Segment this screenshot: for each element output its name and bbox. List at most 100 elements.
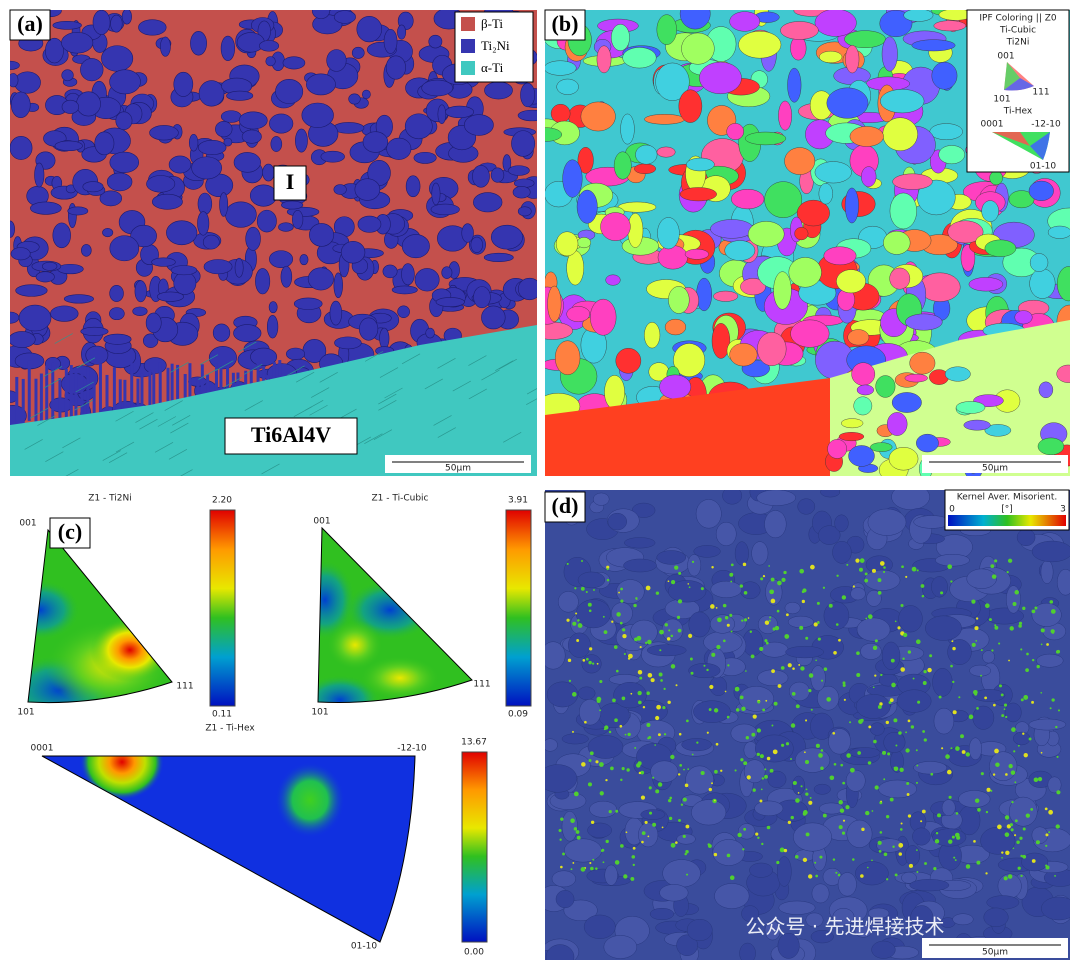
ipf-grain [909, 351, 936, 375]
kam-speckle [1028, 737, 1032, 741]
kam-speckle [892, 845, 895, 849]
kam-grain [818, 525, 841, 545]
kam-grain [958, 790, 991, 808]
kam-speckle [871, 859, 873, 862]
kam-grain [792, 775, 805, 796]
alpha-lath [452, 380, 471, 392]
panel-label: (d) [552, 493, 579, 518]
kam-speckle [879, 561, 885, 566]
kam-speckle [768, 565, 770, 567]
ipf-grain [847, 329, 870, 346]
ti2ni-grain [191, 156, 223, 180]
kam-speckle [1014, 834, 1017, 837]
ipf-grain [731, 189, 765, 210]
ipf-grain [577, 147, 594, 174]
kam-speckle [668, 816, 673, 821]
kam-speckle [599, 762, 604, 767]
kam-speckle [558, 828, 562, 832]
ipf-grain [620, 113, 635, 145]
kam-speckle [1020, 648, 1023, 651]
kam-speckle [1031, 609, 1036, 614]
kam-grain [638, 822, 659, 848]
dendrite-column [158, 362, 162, 423]
kam-speckle [818, 753, 823, 758]
ipf-grain [696, 277, 712, 312]
ti2ni-grain [520, 82, 536, 108]
ti2ni-grain [512, 186, 531, 199]
ti2ni-grain [197, 211, 210, 236]
ti2ni-grain [166, 220, 198, 246]
kam-speckle [798, 663, 801, 666]
kam-speckle [588, 609, 592, 613]
kam-speckle [1022, 827, 1026, 831]
kam-grain [754, 734, 794, 763]
ti2ni-grain [134, 280, 147, 303]
ti2ni-grain [250, 347, 278, 367]
alpha-lath [62, 437, 81, 449]
kam-speckle [945, 754, 950, 759]
pole-corner: 01-10 [351, 942, 377, 952]
kam-speckle [777, 580, 782, 586]
kam-speckle [560, 817, 564, 821]
kam-speckle [797, 792, 800, 794]
kam-speckle [868, 725, 872, 729]
kam-speckle [688, 633, 693, 638]
kam-speckle [626, 768, 630, 772]
kam-grain [662, 859, 701, 888]
pole-zone [360, 656, 440, 700]
kam-speckle [815, 874, 819, 878]
alpha-lath [338, 408, 357, 420]
kam-speckle [965, 864, 971, 869]
kam-speckle [837, 874, 841, 877]
ipf-grain [889, 192, 917, 230]
kam-speckle [922, 730, 926, 733]
kam-speckle [1040, 643, 1043, 646]
kam-speckle [975, 640, 978, 642]
kam-speckle [809, 796, 812, 799]
ipf-corner: 101 [993, 95, 1010, 105]
kam-grain [546, 681, 579, 708]
kam-speckle [645, 585, 651, 591]
scale-bar: 50μm [922, 938, 1068, 958]
kam-speckle [1005, 850, 1010, 855]
kam-speckle [879, 702, 883, 706]
ti2ni-grain [249, 184, 278, 207]
kam-grain [646, 644, 687, 657]
kam-speckle [905, 575, 908, 578]
alpha-lath [481, 369, 500, 381]
kam-speckle [723, 639, 726, 643]
kam-speckle [833, 650, 837, 655]
kam-speckle [883, 566, 886, 569]
kam-speckle [1020, 854, 1023, 858]
kam-speckle [635, 597, 638, 600]
kam-grain [980, 826, 1016, 855]
kam-max: 3 [1060, 505, 1066, 515]
alpha-lath [424, 378, 443, 390]
ipf-grain [1029, 268, 1056, 299]
ti2ni-grain [151, 257, 176, 267]
kam-speckle [717, 617, 722, 623]
pole-zone [318, 560, 355, 640]
alpha-lath [261, 463, 280, 475]
kam-speckle [602, 861, 605, 864]
ti2ni-grain [190, 31, 207, 56]
kam-speckle [1017, 744, 1020, 747]
ti2ni-grain [281, 200, 304, 210]
kam-speckle [790, 723, 796, 728]
ti2ni-grain [326, 49, 347, 72]
kam-speckle [670, 664, 676, 669]
alpha-lath [309, 404, 328, 416]
kam-speckle [741, 619, 744, 622]
ipf-grain [747, 221, 785, 248]
kam-grain [855, 694, 891, 719]
kam-speckle [734, 686, 740, 692]
kam-speckle [787, 663, 792, 668]
kam-speckle [864, 578, 869, 583]
kam-speckle [946, 769, 952, 775]
pole-figure [318, 528, 472, 703]
kam-speckle [990, 789, 993, 792]
ipf-title: IPF Coloring || Z0 [979, 14, 1056, 24]
kam-speckle [787, 820, 792, 825]
kam-speckle [743, 591, 748, 595]
ti2ni-grain [386, 137, 412, 160]
